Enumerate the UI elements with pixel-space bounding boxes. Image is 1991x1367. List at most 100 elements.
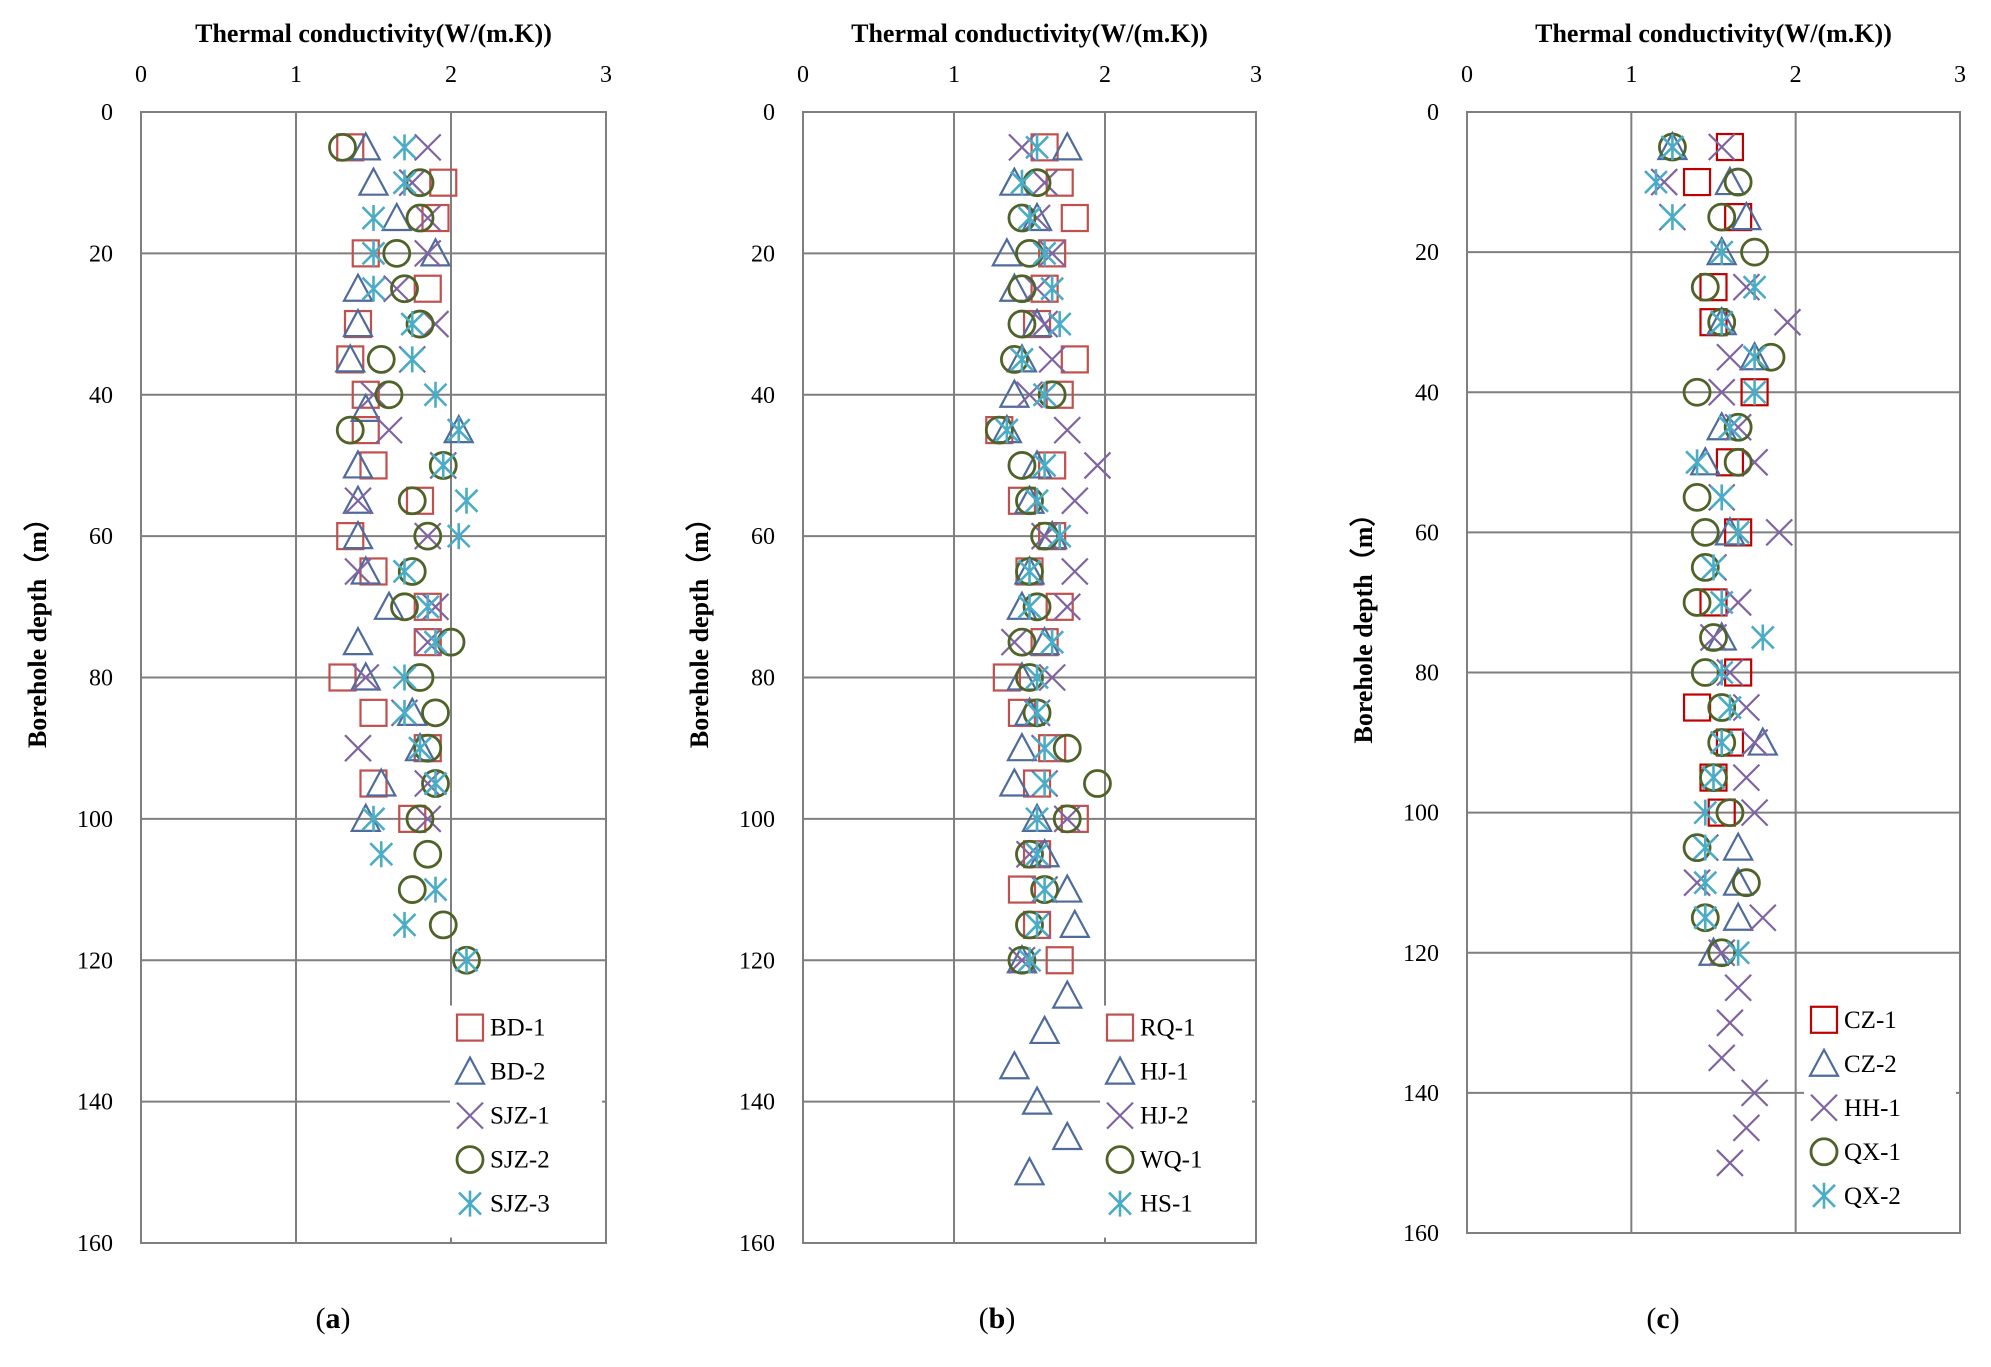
- data-point: [392, 664, 417, 691]
- data-point: [1699, 588, 1728, 617]
- data-point: [1025, 841, 1049, 868]
- y-axis-title: Borehole depth（m）: [685, 505, 714, 748]
- data-point: [342, 484, 374, 514]
- data-point: [1722, 866, 1754, 896]
- data-point: [1023, 274, 1051, 303]
- data-point: [431, 452, 456, 479]
- data-point: [392, 134, 417, 161]
- y-tick-label: 60: [751, 524, 775, 550]
- y-tick-label: 140: [1403, 1081, 1439, 1107]
- data-point: [342, 625, 374, 656]
- data-point: [1718, 414, 1742, 441]
- series-QX-2: [1644, 134, 1775, 966]
- y-tick-label: 120: [739, 948, 775, 974]
- x-tick-label: 3: [1250, 62, 1262, 88]
- x-tick-label: 1: [1625, 62, 1637, 88]
- data-point: [359, 380, 388, 409]
- data-point: [328, 132, 357, 162]
- data-point: [1660, 204, 1685, 231]
- data-point: [1025, 487, 1049, 514]
- data-point: [1715, 798, 1745, 828]
- legend-marker: [1108, 1190, 1132, 1217]
- data-point: [1015, 238, 1044, 268]
- plot-area-frame: [802, 111, 1257, 1244]
- data-point: [1690, 553, 1720, 582]
- legend-marker: [1106, 1101, 1134, 1130]
- legend-item: WQ-1: [1105, 1145, 1202, 1174]
- data-point: [1707, 693, 1737, 722]
- x-tick-label: 0: [135, 62, 147, 88]
- data-point: [349, 131, 382, 161]
- data-point: [392, 558, 417, 585]
- data-point: [400, 311, 425, 338]
- data-point: [1709, 484, 1734, 511]
- data-point: [998, 767, 1031, 797]
- data-point: [405, 486, 435, 515]
- legend-item: SJZ-3: [458, 1190, 550, 1218]
- series-QX-1: [1658, 132, 1786, 968]
- data-point: [1007, 875, 1037, 904]
- legend-item: BD-2: [454, 1055, 546, 1086]
- data-point: [1025, 911, 1049, 938]
- data-point: [1724, 974, 1752, 1002]
- data-point: [1726, 519, 1751, 546]
- x-axis-title: Thermal conductivity(W/(m.K)): [195, 19, 552, 48]
- data-point: [1716, 1009, 1744, 1037]
- data-point: [1007, 274, 1037, 304]
- data-point: [1010, 346, 1034, 373]
- data-point: [1025, 664, 1049, 691]
- data-point: [1030, 168, 1059, 197]
- data-point: [1040, 275, 1065, 302]
- data-point: [1731, 868, 1761, 898]
- data-point: [342, 272, 374, 302]
- data-point: [344, 734, 372, 762]
- data-point: [421, 698, 450, 728]
- data-point: [392, 169, 417, 196]
- data-point: [343, 309, 373, 339]
- data-point: [454, 947, 479, 974]
- data-point: [1060, 203, 1089, 233]
- y-tick-label: 20: [751, 241, 775, 267]
- x-axis-title: Thermal conductivity(W/(m.K)): [1535, 19, 1892, 48]
- legend-marker: [458, 1190, 482, 1217]
- data-point: [1028, 1014, 1061, 1045]
- data-point: [1707, 798, 1736, 827]
- data-point: [1740, 1079, 1769, 1107]
- series-HS-1: [994, 134, 1072, 974]
- series-SJZ-3: [361, 134, 479, 974]
- data-point: [1722, 901, 1754, 931]
- panel-caption: (b): [979, 1302, 1016, 1335]
- data-point: [1690, 517, 1720, 547]
- data-point: [351, 239, 380, 268]
- data-point: [398, 804, 427, 833]
- data-point: [413, 133, 442, 162]
- data-point: [342, 519, 374, 550]
- x-tick-label: 2: [1099, 62, 1111, 88]
- x-tick-label: 1: [948, 62, 960, 88]
- y-tick-label: 0: [101, 100, 113, 126]
- legend-label: QX-1: [1844, 1139, 1901, 1166]
- data-point: [413, 204, 442, 232]
- data-point: [1690, 272, 1720, 302]
- data-point: [357, 166, 390, 196]
- x-tick-label: 0: [797, 62, 809, 88]
- data-point: [1732, 763, 1761, 792]
- plot-area-frame: [140, 111, 607, 1244]
- data-point: [1709, 309, 1734, 336]
- data-point: [1723, 412, 1753, 442]
- chart-panel-b: Thermal conductivity(W/(m.K)) 0 1 2 3 0 20 40 60…: [685, 19, 1262, 1335]
- data-point: [1742, 379, 1767, 406]
- data-point: [374, 380, 404, 410]
- data-point: [382, 274, 411, 303]
- data-point: [1038, 239, 1067, 268]
- data-point: [349, 392, 382, 422]
- data-point: [1007, 309, 1037, 339]
- data-point: [1709, 729, 1734, 756]
- data-point: [1051, 873, 1084, 903]
- data-point: [1015, 839, 1044, 869]
- data-point: [1724, 658, 1753, 687]
- y-tick-label: 140: [739, 1090, 775, 1116]
- data-point: [413, 521, 443, 551]
- data-point: [1015, 486, 1044, 516]
- y-axis-title: Borehole depth（m）: [1349, 501, 1378, 744]
